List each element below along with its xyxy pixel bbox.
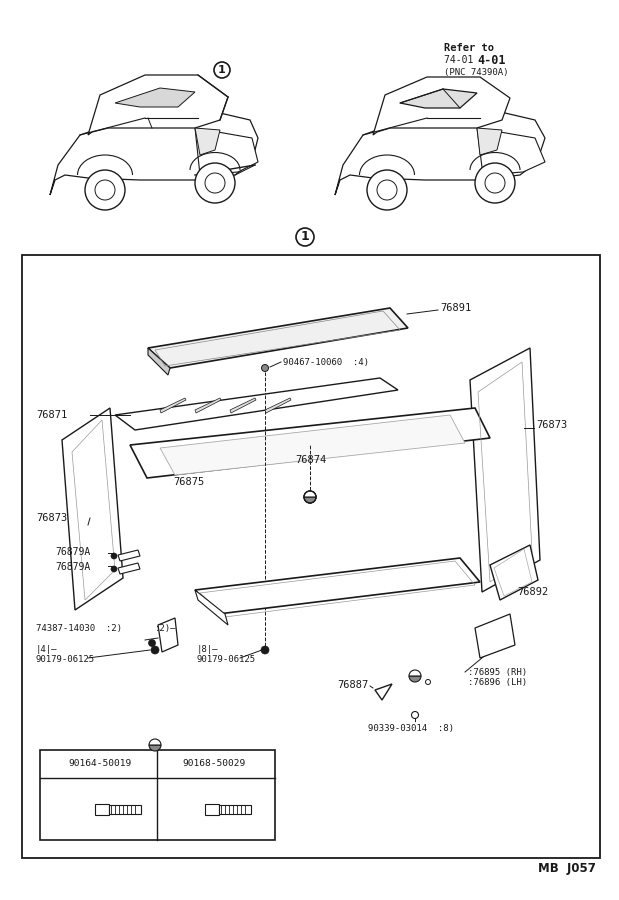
Wedge shape	[304, 497, 316, 503]
Polygon shape	[158, 618, 178, 652]
Text: |8|–: |8|–	[197, 645, 219, 654]
Wedge shape	[149, 739, 161, 745]
Polygon shape	[50, 112, 258, 195]
Bar	[95, 804, 110, 814]
Text: 1: 1	[301, 230, 310, 244]
Text: 76887: 76887	[337, 680, 368, 690]
Text: 90164-50019: 90164-50019	[69, 760, 132, 769]
Text: 4-01: 4-01	[477, 53, 506, 67]
Text: 76874: 76874	[295, 455, 326, 465]
Text: :2)–: :2)–	[155, 624, 176, 633]
Circle shape	[261, 364, 269, 372]
Circle shape	[149, 640, 155, 646]
Text: 90179-06125: 90179-06125	[36, 655, 95, 664]
Wedge shape	[409, 670, 421, 676]
Bar	[206, 804, 220, 814]
Polygon shape	[130, 408, 490, 478]
Polygon shape	[118, 563, 140, 574]
Text: 90339-03014  :8): 90339-03014 :8)	[368, 724, 454, 733]
Circle shape	[304, 491, 316, 503]
Wedge shape	[304, 491, 316, 497]
Circle shape	[111, 566, 117, 572]
Bar	[40, 750, 275, 840]
Polygon shape	[475, 614, 515, 658]
Circle shape	[95, 180, 115, 200]
Circle shape	[412, 712, 418, 718]
Polygon shape	[115, 88, 195, 107]
Polygon shape	[88, 75, 228, 135]
Circle shape	[151, 646, 159, 654]
Circle shape	[261, 646, 269, 654]
Polygon shape	[148, 348, 170, 375]
Polygon shape	[470, 348, 540, 592]
Circle shape	[377, 180, 397, 200]
Polygon shape	[160, 415, 465, 475]
Circle shape	[111, 553, 117, 559]
Polygon shape	[195, 398, 221, 413]
Text: |4|–: |4|–	[36, 645, 58, 654]
Polygon shape	[265, 398, 291, 413]
Circle shape	[85, 170, 125, 210]
Polygon shape	[400, 89, 477, 108]
Polygon shape	[335, 112, 545, 195]
Text: 90168-50029: 90168-50029	[183, 760, 246, 769]
Polygon shape	[230, 398, 256, 413]
Text: 76875: 76875	[173, 477, 204, 487]
Text: (PNC 74390A): (PNC 74390A)	[444, 68, 508, 76]
Wedge shape	[149, 745, 161, 751]
Circle shape	[425, 680, 430, 685]
Polygon shape	[118, 550, 140, 561]
Polygon shape	[195, 558, 480, 614]
Bar	[22, 255, 600, 858]
Circle shape	[195, 163, 235, 203]
Text: 74-01: 74-01	[444, 55, 485, 65]
Text: 76879A: 76879A	[55, 562, 90, 572]
Text: :76896 (LH): :76896 (LH)	[468, 679, 527, 688]
Text: 90467-10060  :4): 90467-10060 :4)	[283, 357, 369, 366]
Text: Refer to: Refer to	[444, 43, 494, 53]
Polygon shape	[195, 590, 228, 625]
Polygon shape	[375, 684, 392, 700]
Polygon shape	[195, 128, 220, 155]
Circle shape	[205, 173, 225, 193]
Polygon shape	[477, 128, 502, 155]
Text: 1: 1	[218, 65, 226, 75]
Text: 74387-14030  :2): 74387-14030 :2)	[36, 624, 122, 633]
Text: 76892: 76892	[517, 587, 548, 597]
Text: 76879A: 76879A	[55, 547, 90, 557]
Polygon shape	[373, 77, 510, 135]
Polygon shape	[62, 408, 123, 610]
Circle shape	[475, 163, 515, 203]
Bar	[110, 805, 142, 814]
Text: :76895 (RH): :76895 (RH)	[468, 668, 527, 677]
Text: 90179-06125: 90179-06125	[197, 655, 256, 664]
Text: 76871: 76871	[36, 410, 67, 420]
Text: 76891: 76891	[440, 303, 471, 313]
Polygon shape	[115, 378, 398, 430]
Polygon shape	[160, 398, 186, 413]
Polygon shape	[148, 308, 408, 368]
Text: MB  J057: MB J057	[538, 862, 596, 875]
Bar	[220, 805, 251, 814]
Circle shape	[485, 173, 505, 193]
Text: 76873: 76873	[536, 420, 567, 430]
Polygon shape	[477, 128, 545, 175]
Wedge shape	[409, 676, 421, 682]
Polygon shape	[195, 128, 258, 175]
Polygon shape	[490, 545, 538, 600]
Text: 76873: 76873	[36, 513, 67, 523]
Circle shape	[367, 170, 407, 210]
